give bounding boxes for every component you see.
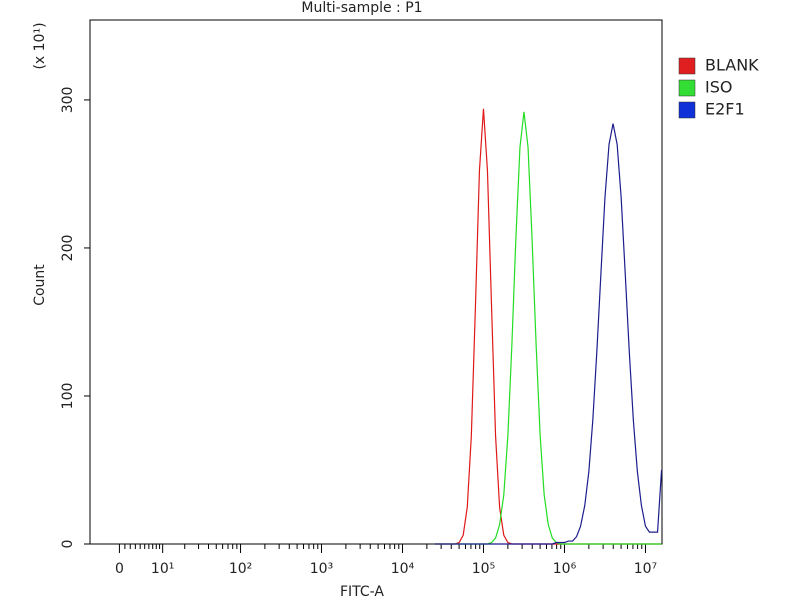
y-axis-label: Count	[32, 264, 48, 306]
x-tick-label: 10⁶	[553, 561, 577, 577]
legend-label: BLANK	[705, 56, 759, 75]
x-tick-label: 10⁵	[472, 561, 495, 577]
x-tick-label: 0	[115, 561, 124, 577]
x-tick-label: 10³	[310, 561, 333, 577]
legend-label: ISO	[705, 78, 732, 97]
legend-label: E2F1	[705, 100, 745, 119]
plot-frame	[89, 19, 663, 545]
y-tick-label: 100	[60, 383, 76, 410]
x-tick-label: 10⁴	[391, 561, 415, 577]
x-axis-label: FITC-A	[340, 584, 384, 600]
legend-swatch	[678, 79, 696, 97]
y-tick-label: 0	[60, 540, 76, 549]
histogram-line	[434, 123, 663, 545]
y-multiplier: (x 10¹)	[32, 22, 48, 69]
y-tick-label: 200	[60, 235, 76, 262]
chart-title: Multi-sample : P1	[301, 0, 422, 16]
x-tick-label: 10⁷	[634, 561, 657, 577]
legend-swatch	[678, 57, 696, 75]
x-tick-label: 10¹	[151, 561, 174, 577]
x-tick-label: 10²	[229, 561, 252, 577]
y-tick-label: 300	[60, 87, 76, 114]
legend-swatch	[678, 101, 696, 119]
